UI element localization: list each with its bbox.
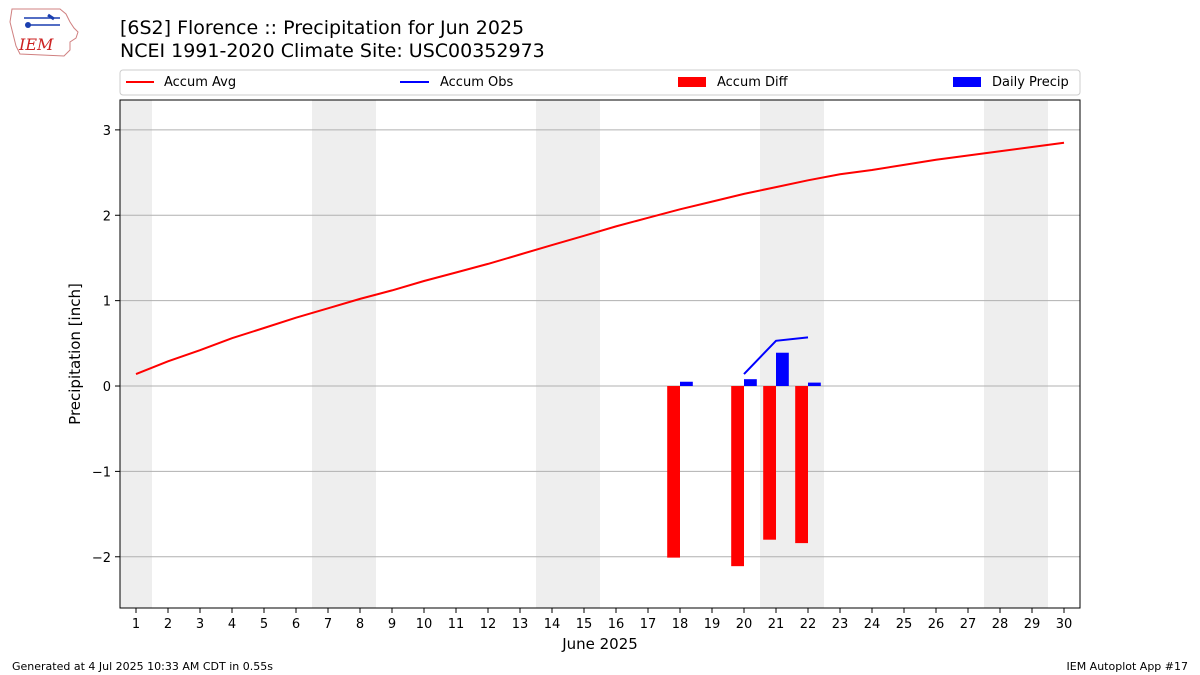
weekend-span [984, 100, 1048, 608]
chart-subtitle: NCEI 1991-2020 Climate Site: USC00352973 [120, 40, 545, 62]
x-tick-label: 23 [832, 617, 849, 632]
accum-avg-line [135, 141, 1065, 376]
footer-app: IEM Autoplot App #17 [1066, 660, 1189, 673]
y-axis-label: Precipitation [inch] [66, 283, 84, 425]
legend-accum-obs: Accum Obs [440, 75, 513, 90]
chart-title: [6S2] Florence :: Precipitation for Jun … [120, 17, 525, 39]
y-tick-label: 1 [103, 295, 111, 310]
accum-obs-line [743, 336, 809, 375]
x-tick-label: 7 [324, 617, 332, 632]
daily-precip-bar [808, 382, 821, 387]
accum-diff-bar [667, 386, 680, 558]
x-tick-label: 26 [928, 617, 945, 632]
x-tick-label: 13 [512, 617, 529, 632]
x-tick-label: 15 [576, 617, 593, 632]
x-tick-label: 28 [992, 617, 1009, 632]
x-tick-label: 20 [736, 617, 753, 632]
legend-box [119, 69, 1081, 96]
footer-generated: Generated at 4 Jul 2025 10:33 AM CDT in … [12, 660, 273, 673]
daily-precip-bar [744, 379, 757, 387]
legend: Accum Avg Accum Obs Accum Diff Daily Pre… [119, 69, 1081, 96]
weekend-span [312, 100, 376, 608]
legend-accum-diff-swatch [678, 77, 706, 87]
iem-logo-text: IEM [18, 35, 54, 54]
legend-daily-precip: Daily Precip [992, 75, 1069, 90]
lines [135, 141, 1065, 376]
x-tick-label: 2 [164, 617, 172, 632]
x-tick-label: 4 [228, 617, 236, 632]
x-tick-label: 12 [480, 617, 497, 632]
x-tick-label: 22 [800, 617, 817, 632]
x-axis-label: June 2025 [561, 635, 638, 653]
legend-accum-avg: Accum Avg [164, 75, 236, 90]
x-tick-label: 9 [388, 617, 396, 632]
weekend-span [120, 100, 152, 608]
weekend-span [536, 100, 600, 608]
x-tick-label: 6 [292, 617, 300, 632]
x-tick-label: 3 [196, 617, 204, 632]
legend-daily-precip-swatch [953, 77, 981, 87]
x-tick-label: 25 [896, 617, 913, 632]
x-tick-label: 29 [1024, 617, 1041, 632]
x-tick-label: 21 [768, 617, 785, 632]
x-tick-label: 27 [960, 617, 977, 632]
daily-precip-bar [680, 381, 693, 387]
plot-frame [119, 99, 1081, 609]
daily-precip-bar [776, 352, 789, 387]
x-tick-label: 19 [704, 617, 721, 632]
accum-diff-bar [763, 386, 776, 540]
x-tick-label: 11 [448, 617, 465, 632]
x-tick-label: 30 [1056, 617, 1073, 632]
x-tick-label: 14 [544, 617, 561, 632]
x-tick-label: 8 [356, 617, 364, 632]
x-tick-label: 24 [864, 617, 881, 632]
bars [667, 352, 821, 567]
iem-logo: IEM [9, 8, 79, 57]
x-axis-ticks: 1 2 3 4 5 6 7 8 9 10 11 12 13 14 15 16 17 18 19 20 21 22 23 24 2… [132, 608, 1072, 632]
y-axis-ticks: −2 −1 0 1 2 3 [92, 124, 120, 566]
accum-diff-bar [731, 386, 744, 567]
legend-accum-diff: Accum Diff [717, 75, 789, 90]
x-tick-label: 1 [132, 617, 140, 632]
y-tick-label: −2 [92, 551, 111, 566]
x-tick-label: 10 [416, 617, 433, 632]
x-tick-label: 5 [260, 617, 268, 632]
y-tick-label: 3 [103, 124, 111, 139]
weekend-shading [120, 100, 1048, 608]
x-tick-label: 18 [672, 617, 689, 632]
grid-lines [120, 129, 1080, 558]
y-tick-label: 0 [103, 380, 111, 395]
accum-diff-bar [795, 386, 808, 544]
y-tick-label: 2 [103, 209, 111, 224]
x-tick-label: 16 [608, 617, 625, 632]
x-tick-label: 17 [640, 617, 657, 632]
y-tick-label: −1 [92, 465, 111, 480]
